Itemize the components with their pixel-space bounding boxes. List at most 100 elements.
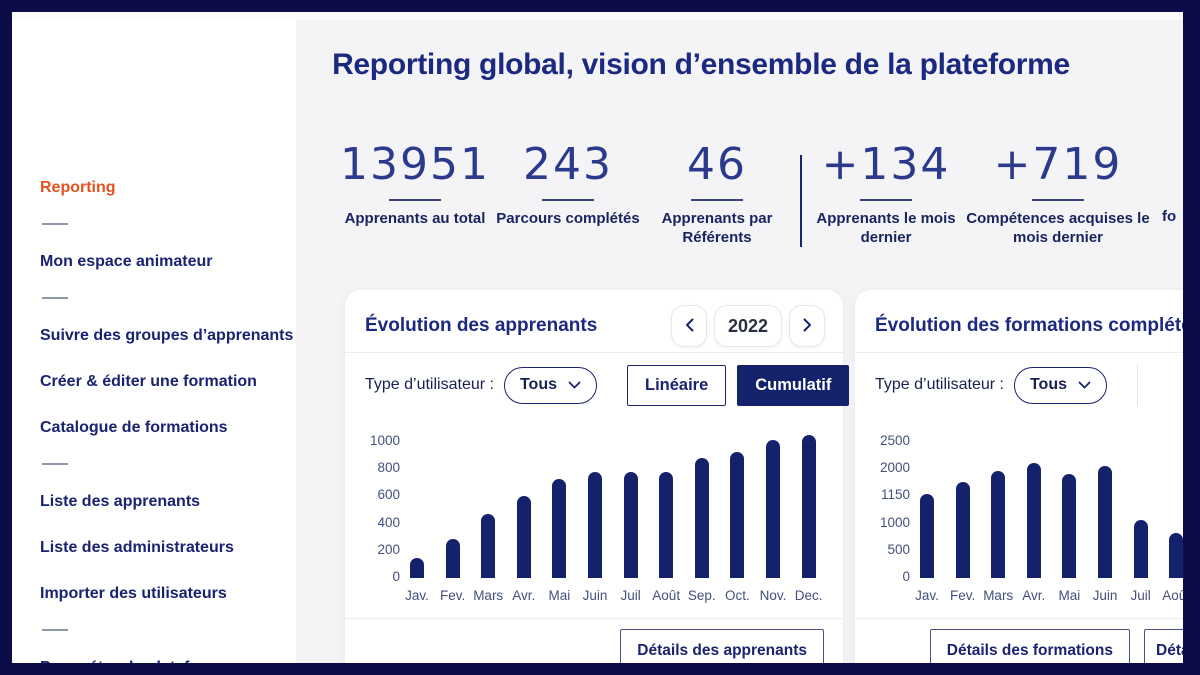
details-button[interactable]: Déta xyxy=(1144,629,1183,663)
bar-août xyxy=(659,471,674,578)
next-year-button[interactable] xyxy=(789,305,825,347)
card-footer: Détails des formations Déta xyxy=(855,619,1183,663)
sidebar-item-liste-des-apprenants[interactable]: Liste des apprenants xyxy=(40,493,201,510)
bar-mai xyxy=(552,478,567,578)
footer-divider xyxy=(345,618,843,619)
y-axis-tick: 0 xyxy=(392,569,400,584)
x-axis-tick: Mars xyxy=(473,588,504,603)
bar-avr xyxy=(516,496,531,578)
x-axis-tick: Juin xyxy=(1092,588,1118,603)
stat-card: +719 Compétences acquises le mois dernier xyxy=(958,138,1158,247)
stat-value: +719 xyxy=(993,139,1123,190)
x-axis-tick: Nov. xyxy=(759,588,787,603)
main-content: Reporting global, vision d’ensemble de l… xyxy=(296,12,1183,663)
card-header: Évolution des apprenants 2022 xyxy=(365,304,825,348)
card-title: Évolution des formations complétés xyxy=(875,315,1183,336)
card-evolution-formations: Évolution des formations complétés Type … xyxy=(855,290,1183,663)
chevron-down-icon xyxy=(1078,376,1091,394)
stat-value: 13951 xyxy=(340,139,490,190)
chevron-down-icon xyxy=(568,376,581,394)
y-axis-tick: 1000 xyxy=(879,514,910,530)
sidebar-item-importer-des-utilisateurs[interactable]: Importer des utilisateurs xyxy=(40,585,227,602)
prev-year-button[interactable] xyxy=(671,305,707,347)
year-display: 2022 xyxy=(714,305,782,347)
stat-value: 46 xyxy=(687,139,747,190)
user-type-label: Type d’utilisateur : xyxy=(875,376,1004,393)
bar-fev xyxy=(445,538,460,578)
x-axis-tick: Août xyxy=(652,588,681,603)
stat-card: +134 Apprenants le mois dernier xyxy=(811,138,961,247)
bar-sep xyxy=(694,458,709,578)
sidebar-divider xyxy=(42,297,68,299)
sidebar-item-catalogue-de-formations[interactable]: Catalogue de formations xyxy=(40,419,228,436)
sidebar-item-param-trer-la-plateforme[interactable]: Paramétrer la plateforme xyxy=(40,657,286,663)
app-window: Reporting Mon espace animateur Suivre des … xyxy=(12,12,1183,663)
bar-jav xyxy=(920,493,934,578)
x-axis-tick: Mai xyxy=(548,588,571,603)
y-axis-tick: 2500 xyxy=(879,433,910,448)
stat-rule xyxy=(542,199,594,201)
y-axis-tick: 2000 xyxy=(879,460,910,476)
stat-label: Apprenants par Référents xyxy=(661,210,773,246)
x-axis-tick: Juin xyxy=(582,588,608,603)
sidebar-divider xyxy=(42,629,68,631)
x-axis-tick: Juil xyxy=(620,588,641,603)
bar-dec xyxy=(801,435,816,578)
bar-nov xyxy=(766,439,780,578)
user-type-dropdown[interactable]: Tous xyxy=(503,366,597,404)
bar-mars xyxy=(991,470,1006,578)
x-axis-tick: Fev. xyxy=(439,588,466,603)
x-axis-tick: Fev. xyxy=(949,588,976,603)
dropdown-value: Tous xyxy=(519,376,557,393)
sidebar-item-liste-des-administrateurs[interactable]: Liste des administrateurs xyxy=(40,539,234,556)
footer-divider xyxy=(855,618,1183,619)
x-axis-tick: Dec. xyxy=(794,588,823,603)
stat-label: Apprenants au total xyxy=(344,210,486,227)
header-divider xyxy=(855,352,1183,353)
x-axis-tick: Mai xyxy=(1058,588,1081,603)
y-axis-tick: 600 xyxy=(377,487,400,503)
sidebar-item-suivre-des-groupes-d-apprenants[interactable]: Suivre des groupes d’apprenants xyxy=(40,327,294,344)
stat-label-partial: fo xyxy=(1162,208,1177,225)
stat-label: Compétences acquises le mois dernier xyxy=(966,210,1150,246)
page-title: Reporting global, vision d’ensemble de l… xyxy=(332,48,1070,81)
y-axis-tick: 800 xyxy=(377,460,400,476)
bar-août xyxy=(1169,532,1183,578)
formations-bar-chart: 0 500 1000 1150 2000 2500 Jav. Fev. Mars Avr. Mai J… xyxy=(855,430,1183,606)
x-axis-tick: Sep. xyxy=(687,588,716,603)
x-axis-tick: Mars xyxy=(983,588,1014,603)
stat-rule xyxy=(860,199,912,201)
stat-card: 243 Parcours complétés xyxy=(493,138,643,228)
y-axis-tick: 0 xyxy=(902,569,910,584)
sidebar-item-cr-er-diter-une-formation[interactable]: Créer & éditer une formation xyxy=(40,373,257,390)
card-title: Évolution des apprenants xyxy=(365,315,598,336)
bar-fev xyxy=(955,482,970,578)
user-type-dropdown[interactable]: Tous xyxy=(1013,366,1107,404)
bar-oct xyxy=(730,451,745,578)
dropdown-value: Tous xyxy=(1029,376,1067,393)
x-axis-tick: Avr. xyxy=(512,588,536,603)
stat-card: 46 Apprenants par Référents xyxy=(642,138,792,247)
sidebar-item-reporting[interactable]: Reporting xyxy=(40,179,116,196)
y-axis-tick: 500 xyxy=(887,541,910,557)
stat-card: 13951 Apprenants au total xyxy=(340,138,490,228)
details-button[interactable]: Détails des formations xyxy=(929,629,1130,663)
y-axis-tick: 200 xyxy=(377,541,400,557)
y-axis-tick: 1150 xyxy=(880,487,910,503)
chevron-right-icon xyxy=(803,318,812,335)
sidebar: Reporting Mon espace animateur Suivre des … xyxy=(12,12,296,663)
toggle-cumulatif[interactable]: Cumulatif xyxy=(737,364,850,406)
mode-toggle: Linéaire Cumulatif xyxy=(626,364,850,406)
year-nav: 2022 xyxy=(671,305,825,347)
stat-rule xyxy=(389,199,441,201)
stat-label: Apprenants le mois dernier xyxy=(816,210,956,246)
stat-value: +134 xyxy=(821,139,951,190)
stat-label: Parcours complétés xyxy=(496,210,640,227)
sidebar-item-mon-espace-animateur[interactable]: Mon espace animateur xyxy=(40,253,213,270)
toggle-lin-aire[interactable]: Linéaire xyxy=(626,364,727,406)
details-button[interactable]: Détails des apprenants xyxy=(620,629,824,663)
bar-avr xyxy=(1026,463,1041,578)
card-header: Évolution des formations complétés xyxy=(875,304,1183,348)
bar-juil xyxy=(1133,520,1148,578)
bar-jav xyxy=(410,557,424,578)
